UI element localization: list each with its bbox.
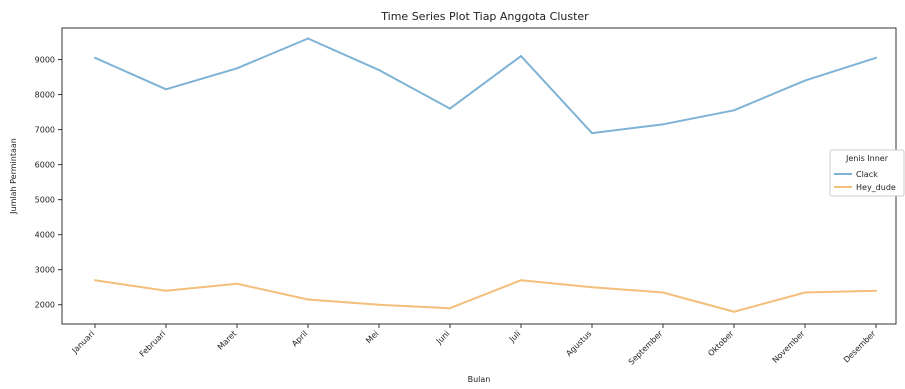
legend-box xyxy=(829,149,905,197)
data-point-clack xyxy=(804,79,806,82)
data-point-hey-dude xyxy=(307,298,309,301)
chart-title: Time Series Plot Tiap Anggota Cluster xyxy=(380,10,589,23)
data-point-hey-dude xyxy=(733,310,735,313)
x-tick-label: Januari xyxy=(70,329,97,356)
legend-label-hey-dude: Hey_dude xyxy=(856,183,896,192)
y-axis-label: Jumlah Permintaan xyxy=(9,138,18,215)
y-tick-label: 5000 xyxy=(35,196,55,205)
data-point-hey-dude xyxy=(520,279,522,282)
data-point-hey-dude xyxy=(875,289,877,292)
x-tick-label: Mei xyxy=(364,329,380,345)
x-axis: Januari Februari Maret April Mei Juni Juli Agus… xyxy=(70,324,878,367)
data-point-clack xyxy=(591,132,593,135)
data-point-clack xyxy=(733,109,735,112)
y-tick-label: 2000 xyxy=(35,301,55,310)
data-point-hey-dude xyxy=(804,291,806,294)
data-point-hey-dude xyxy=(591,286,593,289)
data-point-clack xyxy=(520,55,522,58)
legend-title: Jenis Inner xyxy=(845,154,889,163)
legend: Jenis Inner Clack Hey_dude xyxy=(829,149,905,197)
data-point-hey-dude xyxy=(662,291,664,294)
data-point-clack xyxy=(236,67,238,70)
series-line-clack xyxy=(94,37,877,135)
data-point-clack xyxy=(94,56,96,59)
x-axis-label: Bulan xyxy=(468,375,491,384)
y-tick-label: 9000 xyxy=(35,56,55,65)
x-tick-label: Juli xyxy=(507,329,522,344)
plot-frame xyxy=(61,27,897,325)
data-point-clack xyxy=(378,69,380,72)
x-tick-label: November xyxy=(771,329,807,365)
x-tick-label: Juni xyxy=(434,329,451,346)
data-point-hey-dude xyxy=(378,303,380,306)
y-tick-label: 6000 xyxy=(35,161,55,170)
x-tick-label: Februari xyxy=(138,329,168,359)
y-tick-label: 4000 xyxy=(35,231,55,240)
legend-label-clack: Clack xyxy=(856,170,878,179)
y-axis: 2000 3000 4000 5000 6000 7000 8000 9000 xyxy=(35,56,62,310)
x-tick-label: Desember xyxy=(842,329,878,365)
x-tick-label: Maret xyxy=(216,329,239,352)
y-tick-label: 8000 xyxy=(35,91,55,100)
data-point-clack xyxy=(662,123,664,126)
data-point-clack xyxy=(875,56,877,59)
data-point-hey-dude xyxy=(165,289,167,292)
data-point-hey-dude xyxy=(449,307,451,310)
data-point-clack xyxy=(307,37,309,40)
y-tick-label: 7000 xyxy=(35,126,55,135)
y-tick-label: 3000 xyxy=(35,266,55,275)
x-tick-label: Agustus xyxy=(564,329,593,358)
data-point-hey-dude xyxy=(94,279,96,282)
x-tick-label: Oktober xyxy=(706,329,736,359)
series-line-hey-dude xyxy=(94,279,877,313)
x-tick-label: September xyxy=(627,329,665,367)
data-point-hey-dude xyxy=(236,282,238,285)
data-point-clack xyxy=(449,107,451,110)
x-tick-label: April xyxy=(290,329,309,348)
series-lines xyxy=(94,37,877,313)
data-point-clack xyxy=(165,88,167,91)
